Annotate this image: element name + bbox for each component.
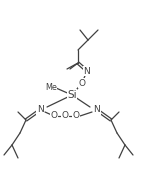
- Text: N: N: [94, 105, 100, 114]
- Text: Si: Si: [67, 90, 77, 100]
- Text: Me: Me: [45, 82, 57, 92]
- Text: N: N: [37, 105, 43, 114]
- Text: O: O: [61, 112, 68, 121]
- Text: O: O: [78, 78, 86, 88]
- Text: N: N: [84, 66, 90, 76]
- Text: O: O: [50, 112, 58, 121]
- Text: O: O: [72, 112, 79, 121]
